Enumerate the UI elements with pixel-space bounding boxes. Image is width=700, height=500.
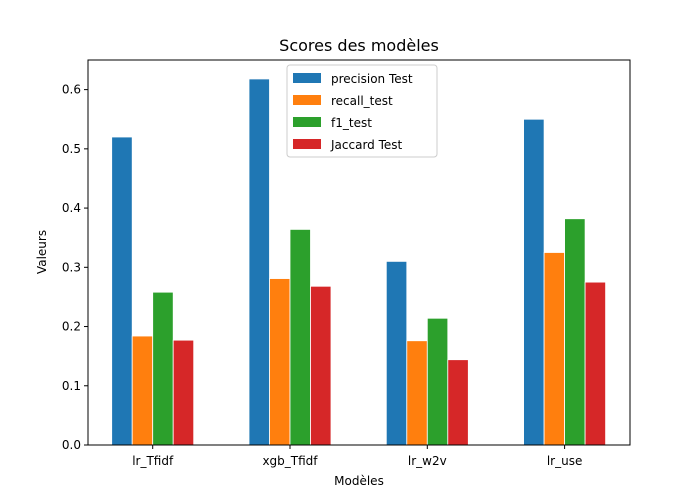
bar-lr_Tfidf-3: [172, 339, 195, 446]
legend-box: [286, 64, 438, 158]
x-tick-label: xgb_Tfidf: [262, 454, 318, 468]
x-axis-label: Modèles: [334, 474, 384, 488]
x-tick-label: lr_w2v: [408, 454, 447, 468]
legend-swatch: [293, 117, 321, 127]
bar-xgb_Tfidf-1: [269, 278, 291, 446]
bar-xgb_Tfidf-0: [248, 78, 270, 446]
y-tick-label: 0.5: [62, 142, 81, 156]
y-axis-label: Valeurs: [35, 230, 49, 274]
legend-swatch: [293, 139, 321, 149]
legend-label: precision Test: [331, 72, 413, 86]
y-axis: 0.0 0.1 0.2 0.3 0.4 0.5 0.6: [62, 83, 88, 452]
y-tick-label: 0.3: [62, 260, 81, 274]
y-tick-label: 0.0: [62, 438, 81, 452]
bar-xgb_Tfidf-3: [310, 285, 332, 446]
x-tick-label: lr_Tfidf: [132, 454, 174, 468]
bars-group: [111, 78, 606, 446]
x-axis: lr_Tfidf xgb_Tfidf lr_w2v lr_use: [132, 445, 582, 468]
chart-title: Scores des modèles: [279, 36, 439, 55]
legend-swatch: [293, 73, 321, 83]
legend-label: Jaccard Test: [330, 138, 403, 152]
plot-frame: [87, 59, 631, 446]
bar-lr_Tfidf-2: [152, 291, 174, 446]
legend-label: f1_test: [331, 116, 372, 130]
bar-xgb_Tfidf-2: [289, 228, 311, 446]
bar-lr_w2v-2: [426, 317, 449, 446]
bar-lr_use-3: [584, 281, 606, 446]
bar-lr_use-1: [543, 252, 565, 446]
y-tick-label: 0.6: [62, 83, 81, 97]
y-tick-label: 0.4: [62, 201, 81, 215]
y-tick-label: 0.2: [62, 320, 81, 334]
y-tick-label: 0.1: [62, 379, 81, 393]
bar-lr_w2v-1: [406, 340, 428, 446]
bar-lr_use-2: [564, 218, 586, 446]
legend: precision Test recall_test f1_test Jaccard …: [286, 64, 438, 158]
legend-label: recall_test: [331, 94, 393, 108]
bar-lr_w2v-3: [447, 359, 469, 446]
x-tick-label: lr_use: [547, 454, 583, 468]
bar-lr_w2v-0: [385, 260, 408, 446]
bar-lr_Tfidf-1: [131, 335, 154, 446]
legend-swatch: [293, 95, 321, 105]
bar-lr_Tfidf-0: [111, 136, 133, 446]
bar-lr_use-0: [523, 118, 545, 446]
